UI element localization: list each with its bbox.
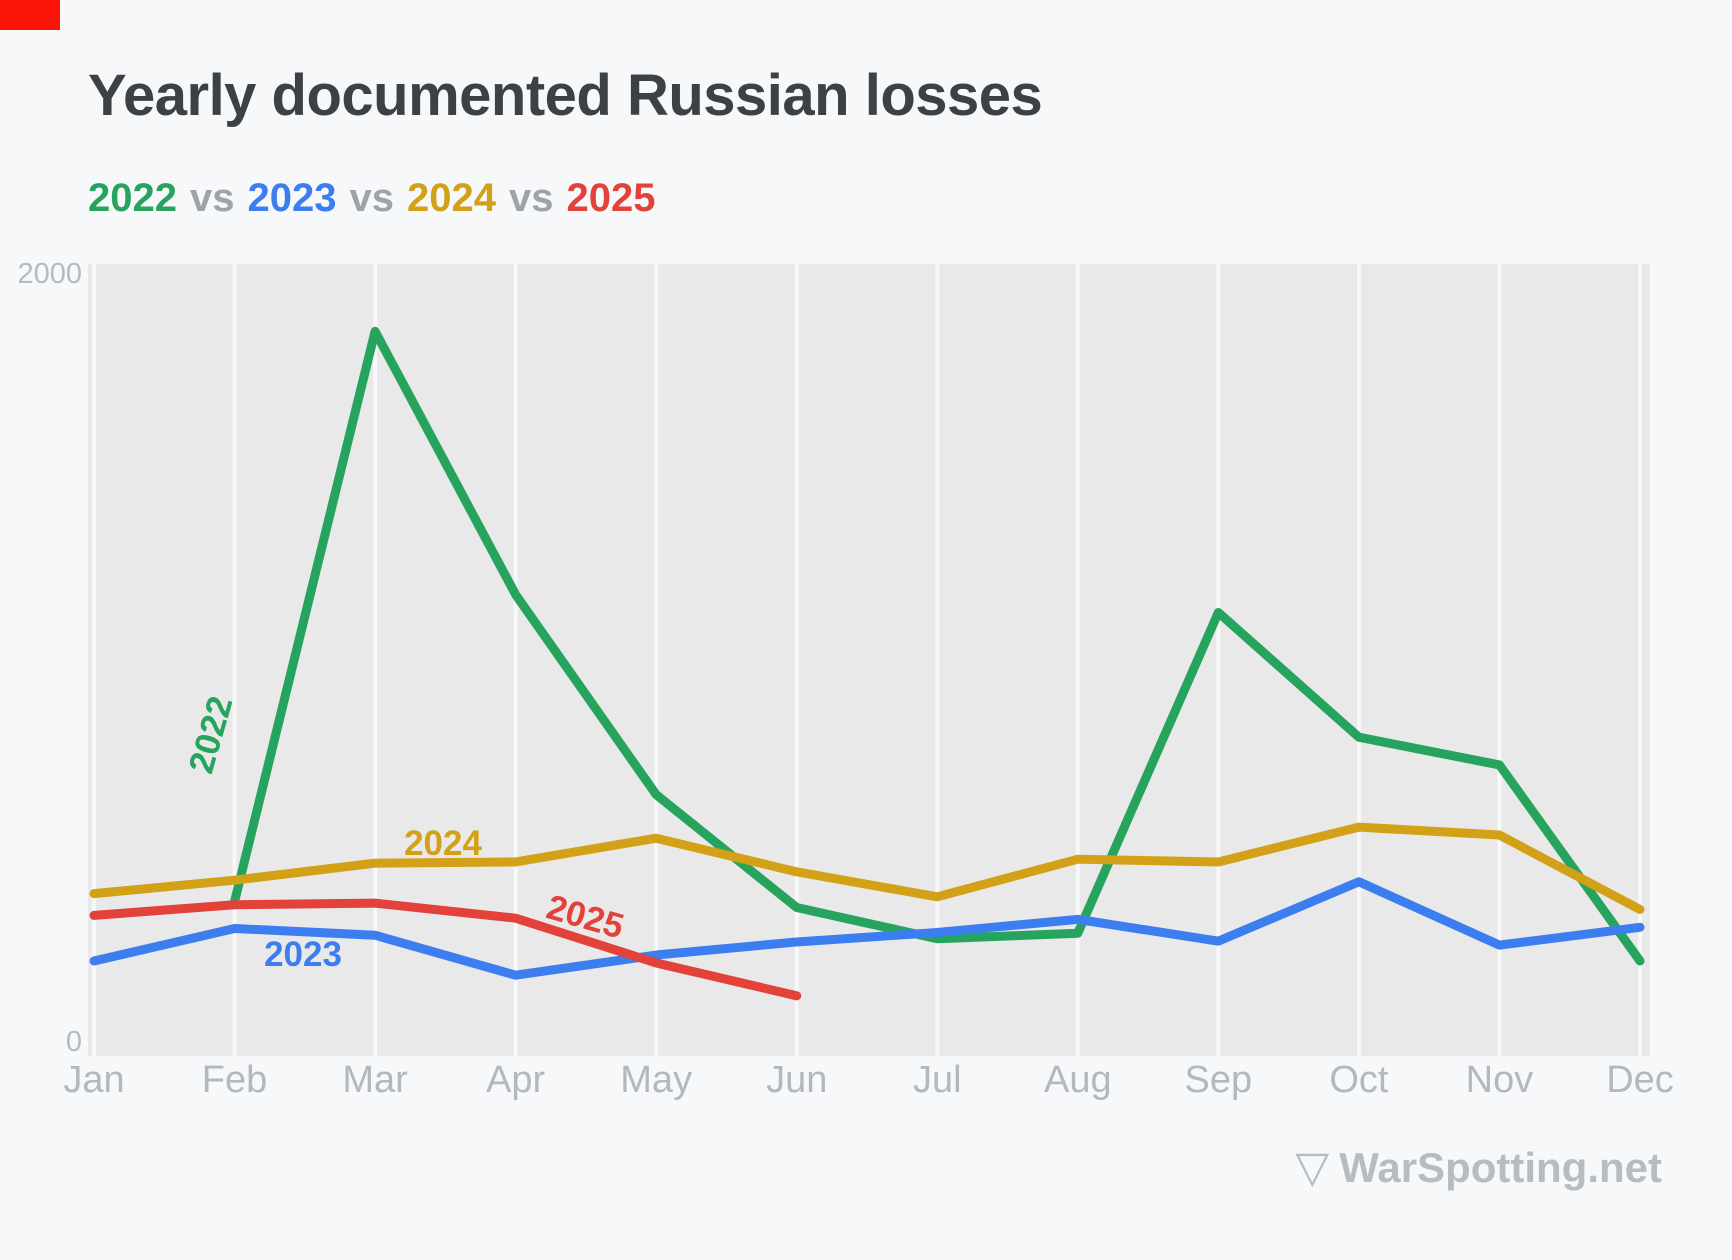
x-tick-May: May <box>620 1059 692 1101</box>
x-tick-Jan: Jan <box>63 1059 124 1101</box>
legend-separator: vs <box>349 176 394 220</box>
x-tick-Oct: Oct <box>1329 1059 1389 1101</box>
line-2023 <box>89 877 1645 980</box>
x-tick-Mar: Mar <box>342 1059 408 1101</box>
x-tick-Jun: Jun <box>766 1059 827 1101</box>
watermark: ▽ WarSpotting.net <box>1295 1142 1662 1193</box>
legend-item-2022: 2022 <box>88 176 177 220</box>
x-axis-labels: Jan Feb Mar Apr May Jun Jul Aug Sep Oct Nov Dec <box>63 1059 1673 1101</box>
legend-separator: vs <box>189 176 235 220</box>
x-tick-Apr: Apr <box>486 1059 545 1101</box>
series-lines <box>89 326 1645 1001</box>
x-tick-Aug: Aug <box>1044 1059 1112 1101</box>
legend-item-2023: 2023 <box>247 176 337 220</box>
x-tick-Dec: Dec <box>1606 1059 1674 1101</box>
legend-item-2025: 2025 <box>566 176 656 220</box>
watermark-text: WarSpotting.net <box>1339 1144 1662 1191</box>
x-tick-Sep: Sep <box>1185 1059 1253 1101</box>
y-axis-label-max: 2000 <box>17 258 82 290</box>
legend-separator: vs <box>508 176 554 220</box>
legend-item-2024: 2024 <box>406 176 496 220</box>
x-tick-Jul: Jul <box>913 1059 962 1101</box>
x-tick-Feb: Feb <box>202 1059 267 1101</box>
series-label-2023: 2023 <box>264 935 342 974</box>
line-2025 <box>89 898 802 1001</box>
x-tick-Nov: Nov <box>1466 1059 1534 1101</box>
line-2022 <box>230 326 1645 966</box>
page-title: Yearly documented Russian losses <box>88 63 1043 128</box>
y-axis-label-zero: 0 <box>66 1026 82 1058</box>
warspotting-triangle-icon: ▽ <box>1295 1143 1330 1192</box>
recording-indicator <box>0 0 60 30</box>
series-label-2024: 2024 <box>404 824 482 863</box>
chart-legend: 2022 vs 2023 vs 2024 vs 2025 <box>88 176 668 221</box>
line-2024 <box>89 822 1645 914</box>
